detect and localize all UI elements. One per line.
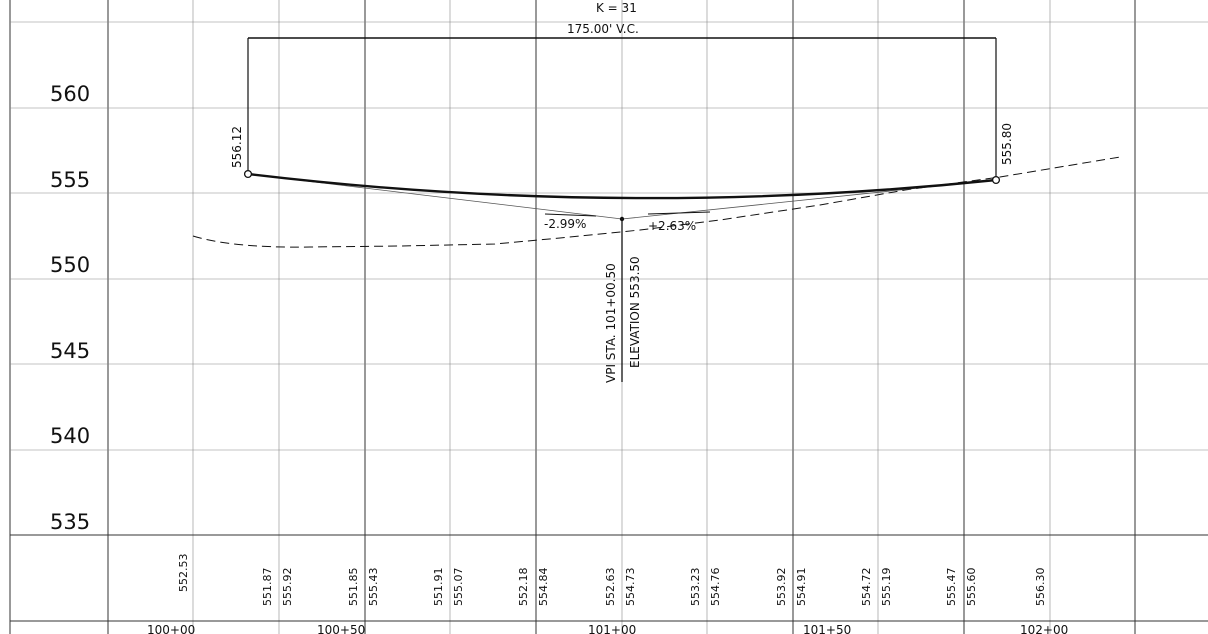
elev-label-535: 535 [50,510,90,534]
existing-value-11: 556.30 [1034,568,1047,607]
station-labels: 100+00 100+50 101+00 101+50 102+00 [147,623,1068,634]
station-label-3: 101+00 [588,623,636,634]
existing-value-8: 553.92 [775,568,788,607]
elev-label-545: 545 [50,339,90,363]
existing-ground-line [192,156,1121,248]
vpi-station-label: VPI STA. 101+00.50 [604,263,618,383]
proposed-value-5: 554.73 [624,568,637,607]
elev-label-560: 560 [50,82,90,106]
proposed-value-1: 555.92 [281,568,294,607]
vc-bracket: K = 31 175.00' V.C. 556.12 555.80 [230,1,1014,180]
existing-value-9: 554.72 [860,568,873,607]
vpi-elevation-label: ELEVATION 553.50 [628,256,642,368]
grade-in-underline [544,213,597,217]
vpi-point [619,216,625,222]
bottom-elevation-values: 552.53 551.87 555.92 551.85 555.43 551.9… [177,554,1047,607]
proposed-value-2: 555.43 [367,568,380,607]
elev-label-550: 550 [50,253,90,277]
pvc-point [243,169,253,179]
station-label-1: 100+00 [147,623,195,634]
existing-value-2: 551.87 [261,568,274,607]
station-label-4: 101+50 [803,623,851,634]
vpi-marker: -2.99% +2.63% VPI STA. 101+00.50 ELEVATI… [544,211,711,383]
existing-value-3: 551.85 [347,568,360,607]
proposed-profile-curve [247,172,997,200]
grade-out-underline [647,211,711,215]
grade-in-label: -2.99% [544,217,586,231]
grid [9,0,1208,634]
proposed-value-6: 554.76 [709,568,722,607]
existing-value-10: 555.47 [945,568,958,607]
station-label-5: 102+00 [1020,623,1068,634]
elev-label-555: 555 [50,168,90,192]
elevation-axis: 560 555 550 545 540 535 [50,82,90,534]
existing-value-4: 551.91 [432,568,445,607]
proposed-value-7: 554.91 [795,568,808,607]
proposed-value-3: 555.07 [452,568,465,607]
grade-out-label: +2.63% [648,219,696,233]
proposed-value-4: 554.84 [537,568,550,607]
elev-label-540: 540 [50,424,90,448]
pvc-elevation-label: 556.12 [230,126,244,168]
existing-value-1: 552.53 [177,554,190,593]
proposed-value-8: 555.19 [880,568,893,607]
vc-length-label: 175.00' V.C. [567,22,639,36]
existing-value-5: 552.18 [517,568,530,607]
pvt-point [991,175,1001,185]
existing-value-6: 552.63 [604,568,617,607]
pvt-elevation-label: 555.80 [1000,123,1014,165]
proposed-value-9: 555.60 [965,568,978,607]
existing-value-7: 553.23 [689,568,702,607]
k-value-label: K = 31 [596,1,637,15]
station-label-2: 100+50 [317,623,365,634]
